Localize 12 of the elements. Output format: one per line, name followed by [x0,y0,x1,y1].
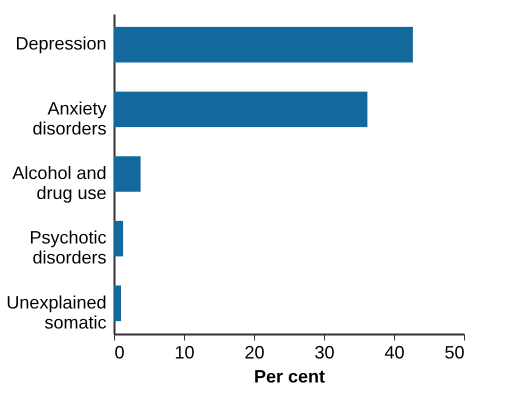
y-tick-label: Alcohol and drug use [12,163,106,203]
x-tick-label: 20 [244,342,265,362]
x-tick-label: 50 [444,342,464,362]
x-tick-label: 10 [174,342,195,362]
x-tick-label: 40 [384,342,405,362]
y-tick-label: Psychotic disorders [29,228,106,268]
y-tick-label: Depression [15,34,106,54]
x-tick-label: 30 [314,342,335,362]
x-tick-label: 0 [114,342,125,362]
y-tick-label: Unexplained somatic [6,292,106,332]
y-tick-label: Anxiety disorders [32,98,106,138]
x-axis-title: Per cent [254,366,326,386]
